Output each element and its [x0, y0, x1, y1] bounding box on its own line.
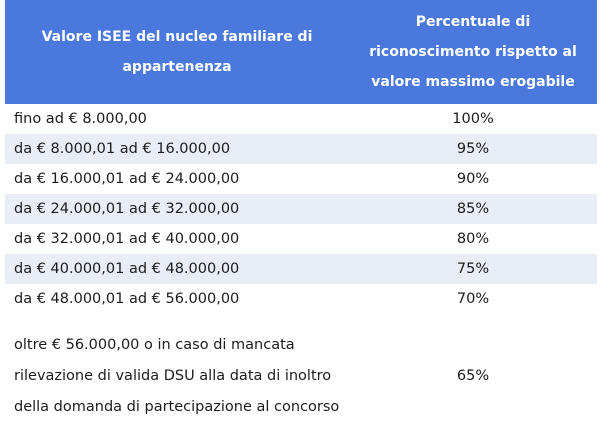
- table-body: fino ad € 8.000,00 100% da € 8.000,01 ad…: [5, 104, 597, 438]
- table-row: da € 32.000,01 ad € 40.000,00 80%: [5, 224, 597, 254]
- percentage-cell: 75%: [349, 254, 597, 284]
- header-isee-value: Valore ISEE del nucleo familiare di appa…: [5, 0, 349, 104]
- isee-range-cell: da € 48.000,01 ad € 56.000,00: [14, 291, 240, 307]
- isee-range-cell: da € 32.000,01 ad € 40.000,00: [14, 231, 240, 247]
- isee-range-cell: da € 8.000,01 ad € 16.000,00: [5, 134, 349, 164]
- table-row: oltre € 56.000,00 o in caso di mancata r…: [5, 314, 597, 438]
- percentage-cell: 90%: [456, 171, 490, 187]
- table-row: da € 40.000,01 ad € 48.000,00 75%: [5, 254, 597, 284]
- percentage-cell: 65%: [456, 367, 490, 384]
- isee-range-cell: da € 40.000,01 ad € 48.000,00: [5, 254, 349, 284]
- isee-percentage-table: Valore ISEE del nucleo familiare di appa…: [5, 0, 597, 438]
- table-row: da € 24.000,01 ad € 32.000,00 85%: [5, 194, 597, 224]
- percentage-cell: 85%: [349, 194, 597, 224]
- percentage-cell: 70%: [456, 291, 490, 307]
- percentage-cell: 100%: [452, 111, 494, 127]
- isee-range-cell: da € 24.000,01 ad € 32.000,00: [5, 194, 349, 224]
- isee-range-cell: da € 16.000,01 ad € 24.000,00: [14, 171, 240, 187]
- table-row: fino ad € 8.000,00 100%: [5, 104, 597, 134]
- isee-range-cell: fino ad € 8.000,00: [14, 111, 147, 127]
- table-header: Valore ISEE del nucleo familiare di appa…: [5, 0, 597, 104]
- table-row: da € 48.000,01 ad € 56.000,00 70%: [5, 284, 597, 314]
- table-row: da € 16.000,01 ad € 24.000,00 90%: [5, 164, 597, 194]
- header-percentage: Percentuale di riconoscimento rispetto a…: [349, 0, 597, 104]
- percentage-cell: 80%: [456, 231, 490, 247]
- percentage-cell: 95%: [349, 134, 597, 164]
- isee-range-cell: oltre € 56.000,00 o in caso di mancata r…: [14, 336, 340, 415]
- table-row: da € 8.000,01 ad € 16.000,00 95%: [5, 134, 597, 164]
- header-row: Valore ISEE del nucleo familiare di appa…: [5, 0, 597, 104]
